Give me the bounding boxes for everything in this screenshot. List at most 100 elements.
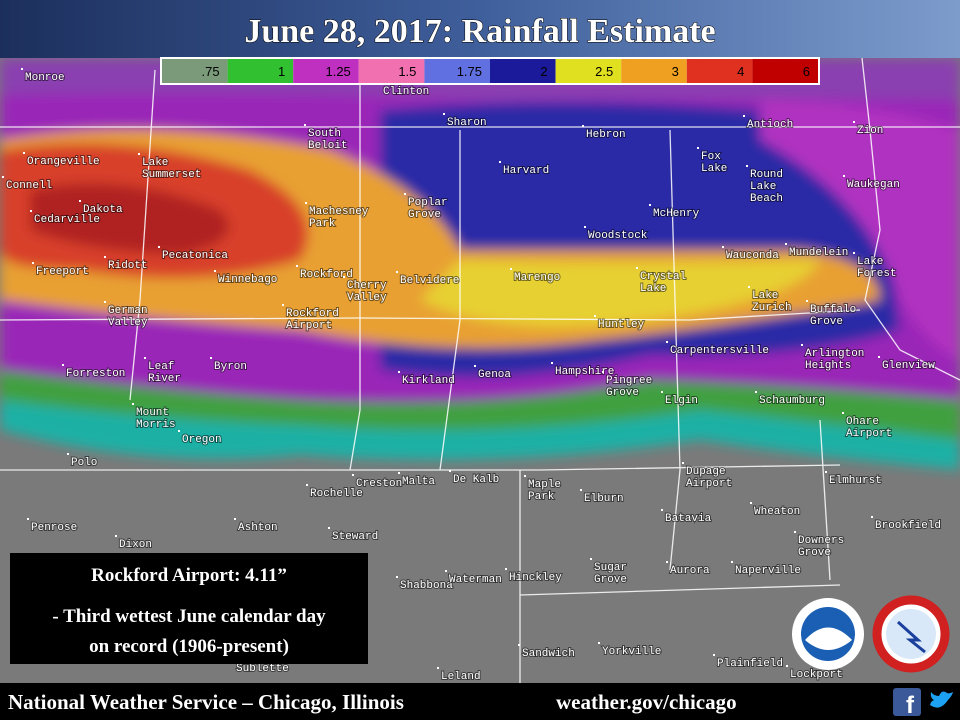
- place-marker: [551, 362, 553, 364]
- place-marker: [722, 246, 724, 248]
- place-label: Elburn: [584, 493, 624, 505]
- place-label: Crystal: [640, 271, 686, 283]
- rainfall-field: [0, 57, 960, 683]
- legend-label: .75: [202, 64, 220, 79]
- info-line: - Third wettest June calendar day: [52, 606, 326, 627]
- place-label: Dakota: [83, 204, 123, 216]
- place-marker: [210, 357, 212, 359]
- place-label: Byron: [214, 361, 247, 373]
- info-box: [10, 553, 368, 664]
- place-label: Maple: [528, 479, 561, 491]
- legend-swatch: [490, 59, 556, 83]
- footer-url[interactable]: weather.gov/chicago: [556, 690, 737, 714]
- place-marker: [666, 341, 668, 343]
- place-marker: [443, 113, 445, 115]
- place-marker: [602, 371, 604, 373]
- twitter-icon[interactable]: [930, 691, 953, 708]
- place-label: Ashton: [238, 522, 278, 534]
- place-marker: [404, 193, 406, 195]
- place-label: Lake: [142, 157, 168, 169]
- place-label: Mount: [136, 407, 169, 419]
- place-marker: [27, 518, 29, 520]
- place-label: Connell: [6, 180, 52, 192]
- facebook-f: f: [906, 692, 915, 719]
- place-label: Freeport: [36, 266, 89, 278]
- place-label: Rochelle: [310, 488, 363, 500]
- place-label: Zion: [857, 125, 883, 137]
- place-label: Pecatonica: [162, 250, 228, 262]
- place-label: Buffalo: [810, 304, 856, 316]
- place-label: Airport: [286, 320, 332, 332]
- place-marker: [398, 472, 400, 474]
- place-marker: [806, 300, 808, 302]
- place-label: Ohare: [846, 416, 879, 428]
- place-label: McHenry: [653, 208, 700, 220]
- place-label: Valley: [347, 292, 387, 304]
- place-label: Schaumburg: [759, 395, 825, 407]
- place-label: Aurora: [670, 565, 710, 577]
- place-marker: [437, 667, 439, 669]
- place-marker: [132, 403, 134, 405]
- place-label: Penrose: [31, 522, 77, 534]
- place-marker: [79, 200, 81, 202]
- place-marker: [853, 252, 855, 254]
- place-marker: [748, 286, 750, 288]
- place-label: Oregon: [182, 434, 222, 446]
- place-label: Brookfield: [875, 520, 941, 532]
- place-marker: [67, 453, 69, 455]
- place-marker: [158, 246, 160, 248]
- place-label: Forest: [857, 268, 897, 280]
- place-marker: [62, 364, 64, 366]
- place-label: Carpentersville: [670, 345, 769, 357]
- place-label: Airport: [846, 428, 892, 440]
- place-label: Round: [750, 169, 783, 181]
- place-marker: [878, 356, 880, 358]
- place-marker: [755, 391, 757, 393]
- place-marker: [510, 268, 512, 270]
- place-marker: [306, 484, 308, 486]
- place-label: Beloit: [308, 140, 348, 152]
- logos: [792, 595, 950, 673]
- place-marker: [398, 371, 400, 373]
- place-label: Wauconda: [726, 250, 779, 262]
- place-marker: [104, 256, 106, 258]
- place-label: Hinckley: [509, 572, 562, 584]
- place-marker: [750, 502, 752, 504]
- place-label: Heights: [805, 360, 851, 372]
- place-label: Steward: [332, 531, 378, 543]
- legend-label: 2: [540, 64, 547, 79]
- place-label: Sandwich: [522, 648, 575, 660]
- place-label: Huntley: [598, 319, 645, 331]
- place-marker: [499, 161, 501, 163]
- place-label: Summerset: [142, 169, 201, 181]
- place-label: Rockford: [300, 269, 353, 281]
- legend-label: 1: [278, 64, 285, 79]
- place-marker: [801, 344, 803, 346]
- place-marker: [843, 175, 845, 177]
- place-label: Fox: [701, 151, 721, 163]
- place-label: Naperville: [735, 565, 801, 577]
- place-label: Zurich: [752, 302, 792, 314]
- facebook-icon[interactable]: [893, 688, 921, 716]
- place-marker: [590, 558, 592, 560]
- place-label: Malta: [402, 476, 435, 488]
- place-label: Hebron: [586, 129, 626, 141]
- place-label: Lake: [640, 283, 666, 295]
- place-label: River: [148, 373, 181, 385]
- place-label: Shabbona: [400, 580, 453, 592]
- place-marker: [352, 474, 354, 476]
- place-label: Park: [528, 491, 555, 503]
- color-legend: .75 1 1.25 1.5 1.75 2 2.5 3 4 6: [160, 57, 820, 85]
- title: June 28, 2017: Rainfall Estimate: [244, 13, 715, 50]
- place-label: Beach: [750, 193, 783, 205]
- place-marker: [396, 271, 398, 273]
- place-label: Lockport: [790, 669, 843, 681]
- legend-label: 3: [672, 64, 679, 79]
- legend-swatch: [686, 59, 753, 83]
- place-label: Lake: [752, 290, 778, 302]
- place-label: Winnebago: [218, 274, 277, 286]
- place-marker: [343, 276, 345, 278]
- place-marker: [518, 644, 520, 646]
- place-label: Genoa: [478, 369, 511, 381]
